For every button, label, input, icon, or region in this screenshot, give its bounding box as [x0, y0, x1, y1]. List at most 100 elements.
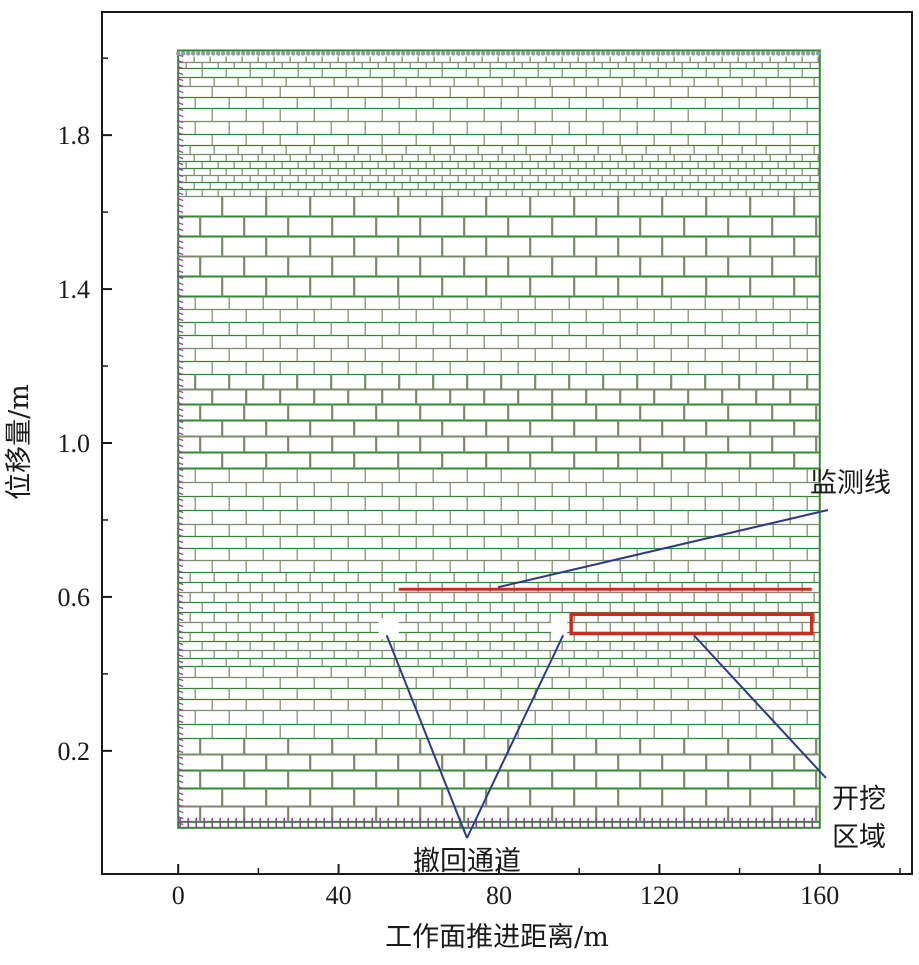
boundary-tick	[176, 341, 184, 346]
boundary-tick	[176, 149, 184, 154]
block-rows	[178, 56, 820, 823]
y-tick-label: 0.6	[58, 583, 91, 612]
boundary-tick	[176, 161, 184, 166]
boundary-tick	[176, 533, 184, 538]
retreat-channel	[551, 618, 568, 640]
boundary-tick	[176, 515, 184, 520]
boundary-tick	[176, 71, 184, 76]
surface-node	[540, 51, 546, 56]
surface-node	[505, 51, 511, 56]
boundary-tick	[176, 761, 184, 766]
surface-node	[610, 51, 616, 56]
surface-node	[790, 51, 796, 56]
surface-node	[210, 51, 216, 56]
surface-node	[545, 51, 551, 56]
surface-node	[350, 51, 356, 56]
boundary-tick	[176, 197, 184, 202]
surface-node	[480, 51, 486, 56]
boundary-tick	[176, 407, 184, 412]
boundary-tick	[176, 323, 184, 328]
surface-node	[235, 51, 241, 56]
boundary-tick	[176, 755, 184, 760]
surface-node	[580, 51, 586, 56]
retreat-leader-left	[385, 634, 468, 839]
surface-node	[800, 51, 806, 56]
surface-node	[665, 51, 671, 56]
boundary-tick	[176, 767, 184, 772]
surface-node	[670, 51, 676, 56]
leader-lines	[385, 509, 829, 839]
surface-node	[600, 51, 606, 56]
surface-node	[645, 51, 651, 56]
surface-node	[340, 51, 346, 56]
surface-node	[345, 51, 351, 56]
boundary-tick	[176, 809, 184, 814]
surface-node	[355, 51, 361, 56]
surface-node	[460, 51, 466, 56]
boundary-tick	[176, 635, 184, 640]
surface-node	[195, 51, 201, 56]
surface-node	[425, 51, 431, 56]
surface-node	[185, 51, 191, 56]
surface-node	[575, 51, 581, 56]
boundary-tick	[176, 467, 184, 472]
x-tick-label: 40	[326, 881, 352, 910]
boundary-tick	[176, 113, 184, 118]
surface-node	[620, 51, 626, 56]
boundary-tick	[176, 545, 184, 550]
surface-node	[680, 51, 686, 56]
boundary-tick	[176, 101, 184, 106]
surface-node	[485, 51, 491, 56]
boundary-tick	[176, 395, 184, 400]
surface-node	[255, 51, 261, 56]
surface-node	[710, 51, 716, 56]
surface-node	[590, 51, 596, 56]
retreat-channels	[378, 618, 568, 640]
surface-node	[375, 51, 381, 56]
surface-node	[780, 51, 786, 56]
block-model	[175, 49, 821, 829]
monitoring-leader	[497, 509, 829, 589]
surface-node	[435, 51, 441, 56]
boundary-tick	[176, 317, 184, 322]
surface-node	[560, 51, 566, 56]
boundary-tick	[176, 77, 184, 82]
boundary-tick	[176, 389, 184, 394]
boundary-tick	[176, 749, 184, 754]
boundary-tick	[176, 125, 184, 130]
boundary-tick	[176, 191, 184, 196]
y-axis: 0.2 0.6 1.0 1.4 1.8	[58, 57, 112, 766]
surface-node	[325, 51, 331, 56]
surface-node	[735, 51, 741, 56]
surface-node	[705, 51, 711, 56]
boundary-tick	[176, 137, 184, 142]
surface-node	[625, 51, 631, 56]
boundary-tick	[176, 743, 184, 748]
boundary-tick	[176, 377, 184, 382]
boundary-tick	[176, 305, 184, 310]
boundary-tick	[176, 167, 184, 172]
boundary-tick	[176, 527, 184, 532]
surface-node	[515, 51, 521, 56]
boundary-tick	[176, 185, 184, 190]
surface-node	[550, 51, 556, 56]
surface-node	[475, 51, 481, 56]
boundary-tick	[176, 479, 184, 484]
boundary-tick	[176, 437, 184, 442]
surface-node	[335, 51, 341, 56]
boundary-tick	[176, 785, 184, 790]
boundary-tick	[176, 791, 184, 796]
surface-node	[720, 51, 726, 56]
boundary-tick	[176, 119, 184, 124]
boundary-tick	[176, 251, 184, 256]
boundary-tick	[176, 413, 184, 418]
surface-node	[225, 51, 231, 56]
excavation-zone	[569, 612, 814, 636]
boundary-tick	[176, 89, 184, 94]
boundary-tick	[176, 371, 184, 376]
monitoring-line-label: 监测线	[810, 468, 891, 499]
surface-node	[655, 51, 661, 56]
surface-node	[570, 51, 576, 56]
surface-node	[430, 51, 436, 56]
boundary-tick	[176, 707, 184, 712]
